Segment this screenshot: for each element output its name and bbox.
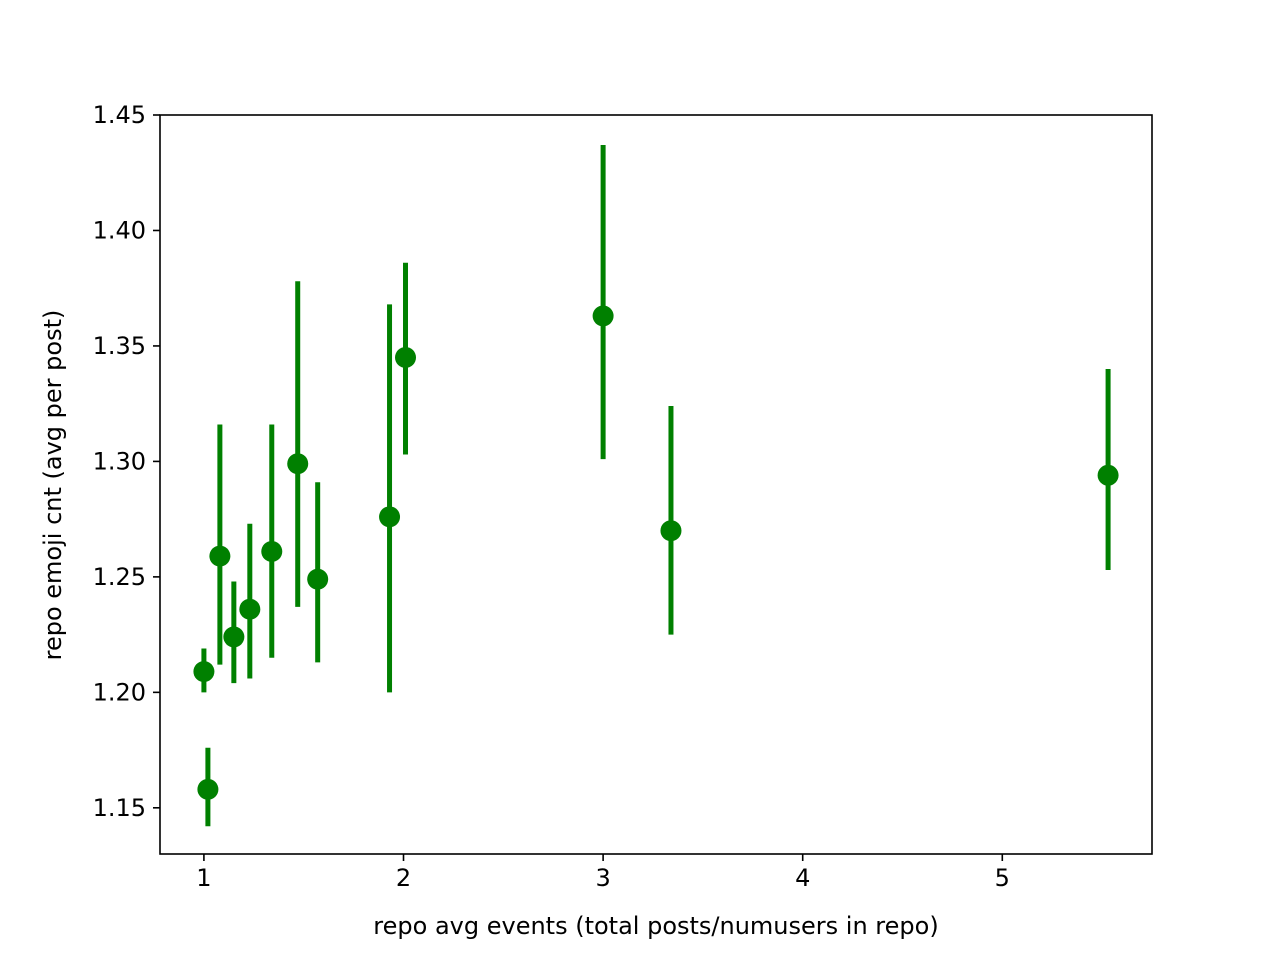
y-tick-label: 1.15 (93, 794, 146, 822)
data-point (660, 520, 682, 542)
x-tick-label: 4 (795, 864, 810, 892)
plot-area (160, 115, 1152, 854)
data-point (307, 568, 329, 590)
data-point (209, 545, 231, 567)
data-point (395, 346, 417, 368)
data-point (239, 598, 261, 620)
data-point (287, 453, 309, 475)
plot-frame (159, 114, 1153, 855)
x-axis-label: repo avg events (total posts/numusers in… (373, 912, 938, 940)
data-marks (193, 145, 1119, 827)
data-point (1097, 464, 1119, 486)
y-axis-label: repo emoji cnt (avg per post) (39, 310, 67, 661)
x-tick-label: 2 (396, 864, 411, 892)
data-point (193, 661, 215, 683)
y-tick-label: 1.40 (93, 216, 146, 244)
data-point (197, 778, 219, 800)
data-point (223, 626, 245, 648)
x-axis-ticks: 1 2 3 4 5 (196, 854, 1010, 892)
y-tick-label: 1.35 (93, 332, 146, 360)
x-tick-label: 5 (995, 864, 1010, 892)
x-tick-label: 1 (196, 864, 211, 892)
y-axis-ticks: 1.15 1.20 1.25 1.30 1.35 1.40 1.45 (93, 101, 160, 822)
x-tick-label: 3 (595, 864, 610, 892)
y-tick-label: 1.45 (93, 101, 146, 129)
data-point (261, 540, 283, 562)
y-tick-label: 1.20 (93, 678, 146, 706)
y-tick-label: 1.30 (93, 447, 146, 475)
data-point (379, 506, 401, 528)
y-tick-label: 1.25 (93, 563, 146, 591)
data-point (592, 305, 614, 327)
